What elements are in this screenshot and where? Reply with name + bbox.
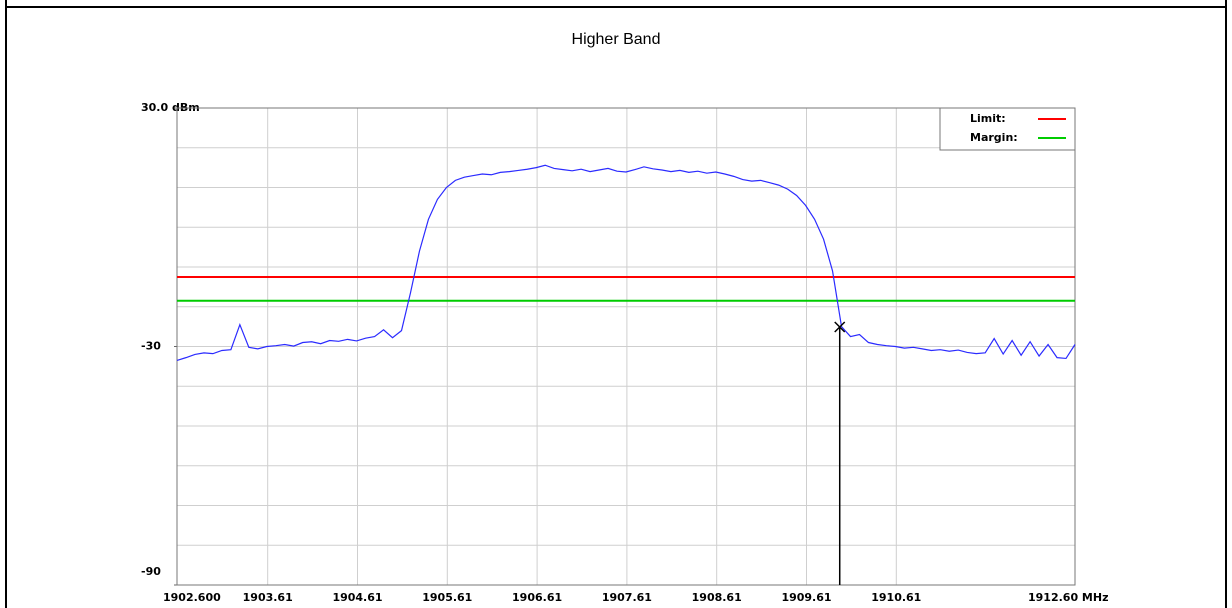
legend-label: Limit: (970, 112, 1006, 125)
y-tick-label: 30.0 dBm (141, 101, 200, 114)
x-tick-label: 1907.61 (602, 591, 652, 604)
legend-box (939, 107, 1076, 151)
x-tick-label: 1903.61 (243, 591, 293, 604)
y-tick-label: -30 (141, 340, 161, 353)
chart-title: Higher Band (572, 31, 661, 48)
y-tick-label: -90 (141, 565, 161, 578)
marker (834, 321, 846, 333)
x-tick-label: 1908.61 (692, 591, 742, 604)
x-tick-label: 1909.61 (781, 591, 831, 604)
legend-label: Margin: (970, 131, 1018, 144)
x-tick-label: 1910.61 (871, 591, 921, 604)
x-tick-label: 1912.60 MHz (1028, 591, 1109, 604)
x-tick-label: 1906.61 (512, 591, 562, 604)
spectrum-trace (176, 164, 1076, 361)
x-tick-label: 1904.61 (332, 591, 382, 604)
x-tick-label: 1902.600 (163, 591, 221, 604)
x-tick-label: 1905.61 (422, 591, 472, 604)
plot-border (176, 107, 1076, 586)
